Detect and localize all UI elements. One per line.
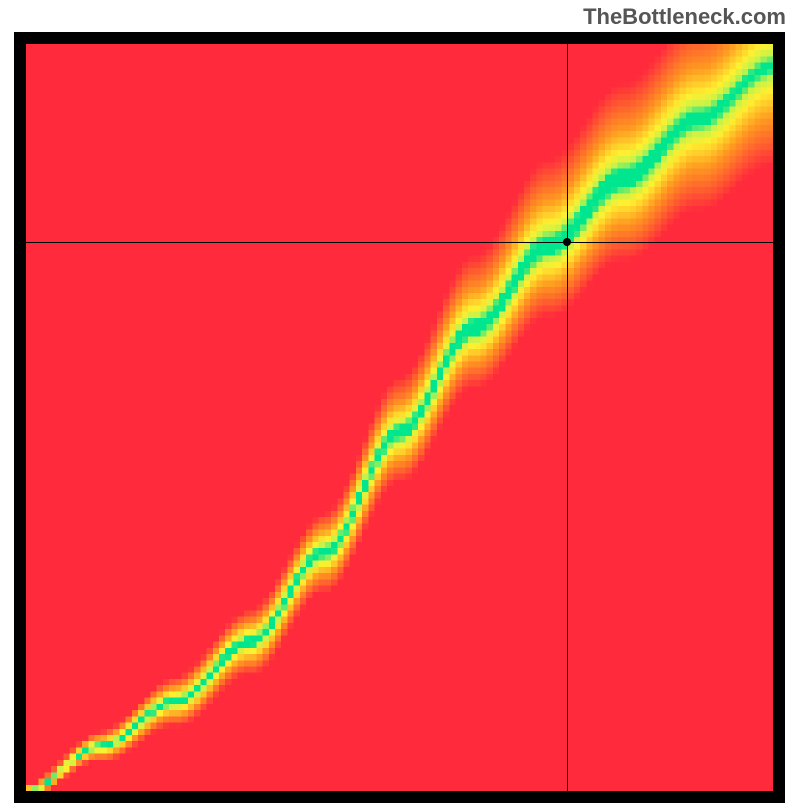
- crosshair-marker: [563, 238, 571, 246]
- chart-frame: [14, 32, 785, 803]
- chart-container: TheBottleneck.com: [0, 0, 800, 800]
- heatmap-canvas: [26, 44, 773, 791]
- watermark-text: TheBottleneck.com: [583, 4, 786, 30]
- crosshair-vertical: [567, 44, 568, 791]
- crosshair-horizontal: [26, 242, 773, 243]
- chart-plot-area: [26, 44, 773, 791]
